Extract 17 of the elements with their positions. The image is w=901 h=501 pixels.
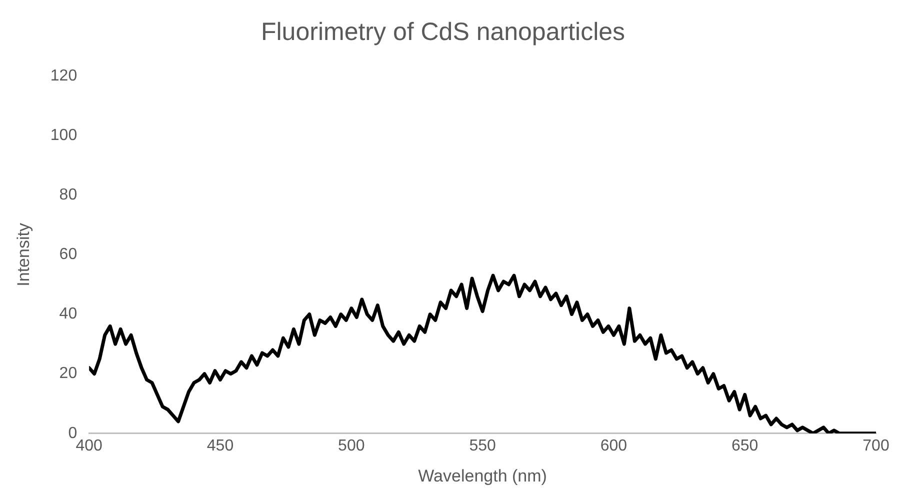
x-tick-label: 550 [469,437,496,454]
x-tick-label: 450 [206,437,234,454]
y-axis-title: Intensity [14,222,33,286]
y-tick-label: 80 [59,186,78,204]
y-tick-label: 60 [59,246,78,264]
y-tick-label: 100 [50,126,78,144]
y-tick-label: 120 [50,67,78,84]
x-axis-title: Wavelength (nm) [418,466,547,486]
y-tick-label: 0 [68,424,78,442]
y-tick-label: 20 [59,365,78,382]
x-tick-label: 500 [338,437,365,454]
x-tick-label: 600 [600,437,628,454]
chart-title: Fluorimetry of CdS nanoparticles [260,18,626,46]
x-tick-label: 650 [732,437,758,454]
x-tick-label: 700 [862,437,890,454]
y-tick-label: 40 [59,306,78,323]
x-tick-label: 400 [76,437,103,454]
